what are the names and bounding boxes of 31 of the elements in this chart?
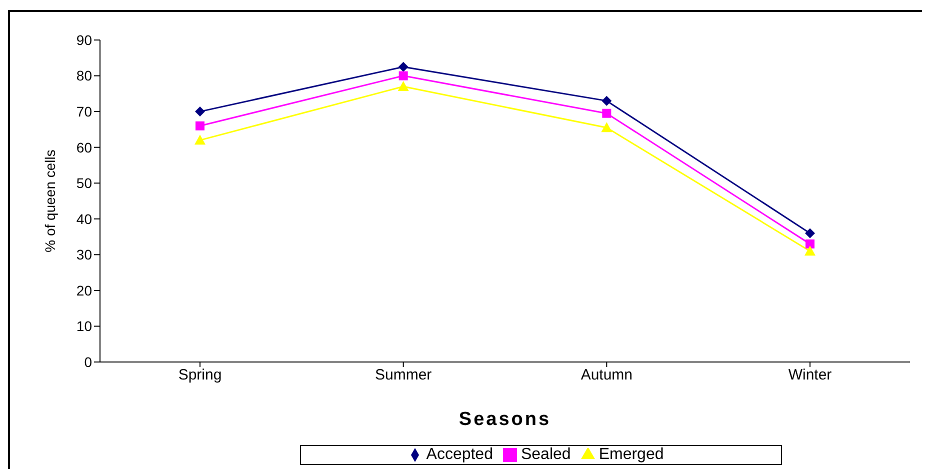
y-tick-label: 0: [84, 354, 92, 370]
y-tick-label: 80: [76, 68, 92, 84]
x-tick-label: Winter: [788, 366, 832, 384]
y-axis-title: % of queen cells: [42, 150, 58, 252]
y-tick-label: 90: [76, 32, 92, 48]
x-tick-label: Summer: [374, 366, 432, 384]
legend-label: Emerged: [598, 446, 664, 463]
point: [196, 121, 204, 130]
legend-label: Accepted: [426, 446, 493, 463]
point: [806, 239, 814, 248]
point: [398, 81, 409, 92]
point: [805, 228, 815, 238]
point: [194, 134, 206, 145]
y-tick-label: 40: [76, 210, 92, 227]
point: [602, 96, 612, 106]
point: [398, 62, 408, 72]
y-tick-label: 50: [76, 175, 92, 192]
y-tick-label: 60: [76, 139, 92, 156]
x-axis-title: Seasons: [458, 409, 552, 430]
point: [602, 108, 612, 118]
legend-label: Sealed: [520, 446, 571, 463]
y-tick-label: 70: [76, 104, 92, 120]
point: [601, 122, 612, 132]
point: [195, 106, 205, 117]
point: [804, 246, 816, 256]
point: [398, 71, 408, 80]
x-tick-label: Autumn: [580, 366, 633, 384]
y-tick-label: 30: [76, 246, 92, 263]
x-tick-label: Spring: [178, 366, 222, 384]
y-tick-label: 20: [76, 282, 92, 298]
y-tick-label: 10: [76, 318, 92, 334]
